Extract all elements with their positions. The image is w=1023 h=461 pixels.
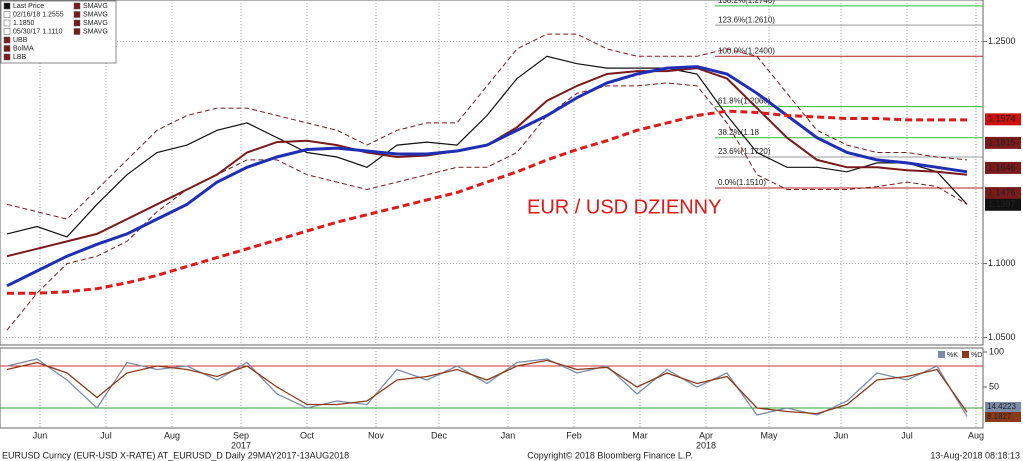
price-box — [985, 161, 1021, 174]
fib-label: 100.0%(1.2400) — [718, 46, 775, 55]
price-label: 1.1646 — [988, 162, 1016, 172]
fib-label: 0.0%(1.1510) — [718, 178, 766, 187]
x-tick-label: Oct — [300, 430, 315, 440]
price-box — [985, 198, 1021, 211]
legend-swatch — [3, 19, 11, 27]
series-line — [6, 82, 968, 331]
x-tick-label: Jul — [901, 430, 913, 440]
x-tick-label: Nov — [368, 430, 385, 440]
legend-swatch — [3, 28, 11, 35]
value-box — [985, 412, 1021, 422]
legend-label: UBB — [13, 37, 28, 44]
price-label: 1.1476 — [988, 187, 1016, 197]
series-line — [6, 55, 968, 238]
price-label: 1.1974 — [988, 114, 1016, 124]
footer-center: Copyright© 2018 Bloomberg Finance L.P. — [527, 450, 693, 460]
legend-box — [0, 0, 117, 64]
legend-swatch — [3, 2, 11, 10]
legend-label: SMAVG — [83, 28, 108, 35]
x-tick-label: Aug — [968, 430, 984, 440]
price-label: 1.1815 — [988, 137, 1016, 147]
fib-label: 23.6%(1.1720) — [718, 147, 771, 156]
main-panel — [0, 0, 984, 346]
y-tick-label: 50 — [989, 381, 999, 391]
legend-label: 05/30/17 1.1110 — [13, 28, 63, 35]
legend-swatch — [3, 36, 11, 44]
price-label: 1.1397 — [988, 199, 1016, 209]
legend-label: %K — [947, 352, 958, 359]
value-label: 8.1827 — [987, 412, 1012, 421]
y-tick-label: 1.0500 — [988, 332, 1016, 342]
x-tick-label: Jun — [33, 430, 48, 440]
x-tick-label: May — [760, 430, 778, 440]
year-label: 2017 — [231, 440, 251, 450]
value-box — [985, 402, 1021, 412]
price-box — [985, 113, 1021, 126]
x-tick-label: Dec — [431, 430, 448, 440]
legend-swatch — [73, 28, 81, 35]
x-tick-label: Feb — [566, 430, 582, 440]
legend-swatch — [73, 11, 81, 18]
legend-label: %D — [971, 352, 982, 359]
legend-swatch — [938, 351, 945, 358]
x-tick-label: Aug — [164, 430, 180, 440]
legend-swatch — [73, 19, 81, 27]
fib-label: 138.2%(1.2740) — [718, 0, 775, 5]
fib-label: 61.8%(1.2060) — [718, 97, 771, 106]
price-box — [985, 187, 1021, 200]
stoch-panel — [0, 347, 984, 429]
legend-label: LBB — [13, 54, 27, 61]
fib-label: 123.6%(1.2610) — [718, 15, 775, 24]
price-box — [985, 136, 1021, 149]
legend-label: Last Price — [13, 3, 44, 10]
stoch-line — [6, 359, 968, 415]
legend-label: SMAVG — [83, 11, 108, 18]
value-label: 14.4223 — [987, 402, 1016, 411]
legend-label: BolMA — [13, 45, 34, 52]
footer-right: 13-Aug-2018 08:18:13 — [930, 450, 1020, 460]
year-label: 2018 — [696, 440, 716, 450]
legend-swatch — [3, 11, 11, 18]
annotation: EUR / USD DZIENNY — [527, 196, 721, 218]
y-tick-label: 100 — [989, 346, 1004, 356]
x-tick-label: Jun — [834, 430, 849, 440]
x-tick-label: Jul — [100, 430, 112, 440]
footer-left: EURUSD Curncy (EUR-USD X-RATE) AT_EURUSD… — [2, 450, 349, 460]
legend-label: 1.1850 — [13, 20, 35, 27]
legend-swatch — [73, 2, 81, 10]
legend-label: 02/16/18 1.2555 — [13, 11, 64, 18]
series-line — [7, 109, 967, 295]
legend-swatch — [962, 351, 969, 358]
fib-label: 38.2%(1.18 — [718, 128, 759, 137]
legend-swatch — [3, 45, 11, 52]
y-tick-label: 1.1000 — [988, 258, 1016, 268]
x-tick-label: Mar — [632, 430, 648, 440]
y-tick-label: 1.2500 — [988, 36, 1016, 46]
legend-swatch — [3, 53, 11, 61]
x-tick-label: Sep — [233, 430, 249, 440]
legend-label: SMAVG — [83, 20, 108, 27]
legend-label: SMAVG — [83, 3, 108, 10]
x-tick-label: Apr — [699, 430, 713, 440]
series-line — [6, 65, 968, 288]
x-tick-label: Jan — [501, 430, 516, 440]
